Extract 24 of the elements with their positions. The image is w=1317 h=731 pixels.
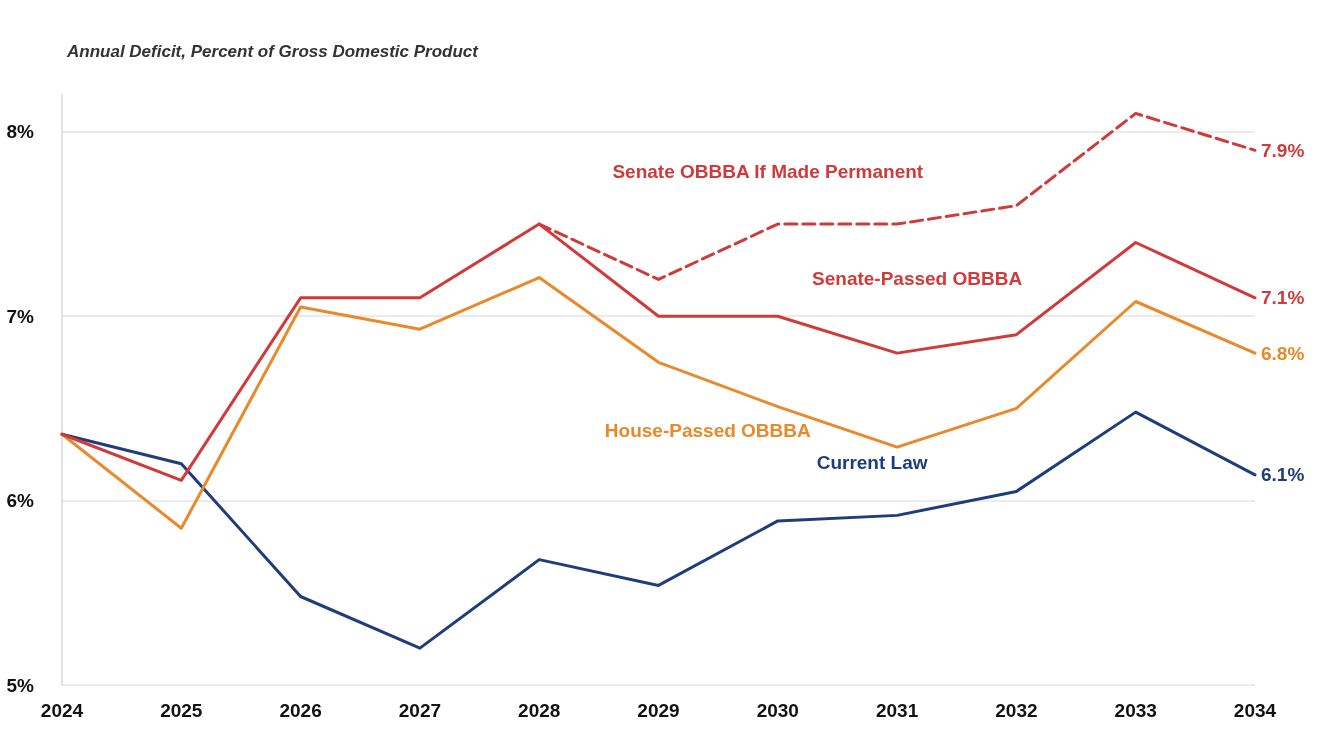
x-tick-label: 2024 xyxy=(40,700,84,721)
data-label: 6.8% xyxy=(1261,342,1305,364)
data-label: 7.1% xyxy=(1261,287,1305,309)
y-tick-label: 7% xyxy=(6,305,35,327)
x-tick-label: 2026 xyxy=(279,700,322,721)
x-tick-label: 2029 xyxy=(637,700,680,721)
data-label: 6.1% xyxy=(1261,464,1305,486)
x-tick-label: 2028 xyxy=(518,700,561,721)
series-label: Senate-Passed OBBBA xyxy=(812,268,1023,290)
series-label: Current Law xyxy=(816,452,928,474)
x-tick-label: 2025 xyxy=(160,700,203,721)
series-label: Senate OBBBA If Made Permanent xyxy=(612,161,924,183)
x-tick-label: 2034 xyxy=(1233,700,1277,721)
data-label: 7.9% xyxy=(1261,139,1305,161)
x-tick-label: 2030 xyxy=(756,700,799,721)
x-tick-label: 2031 xyxy=(875,700,919,721)
x-tick-label: 2027 xyxy=(398,700,442,721)
chart-title: Annual Deficit, Percent of Gross Domestic Product xyxy=(66,42,480,61)
series-label: House-Passed OBBBA xyxy=(604,419,812,441)
x-tick-label: 2032 xyxy=(995,700,1038,721)
y-tick-label: 8% xyxy=(6,121,35,143)
y-tick-label: 5% xyxy=(6,674,35,696)
x-tick-label: 2033 xyxy=(1114,700,1157,721)
y-tick-label: 6% xyxy=(6,490,35,512)
